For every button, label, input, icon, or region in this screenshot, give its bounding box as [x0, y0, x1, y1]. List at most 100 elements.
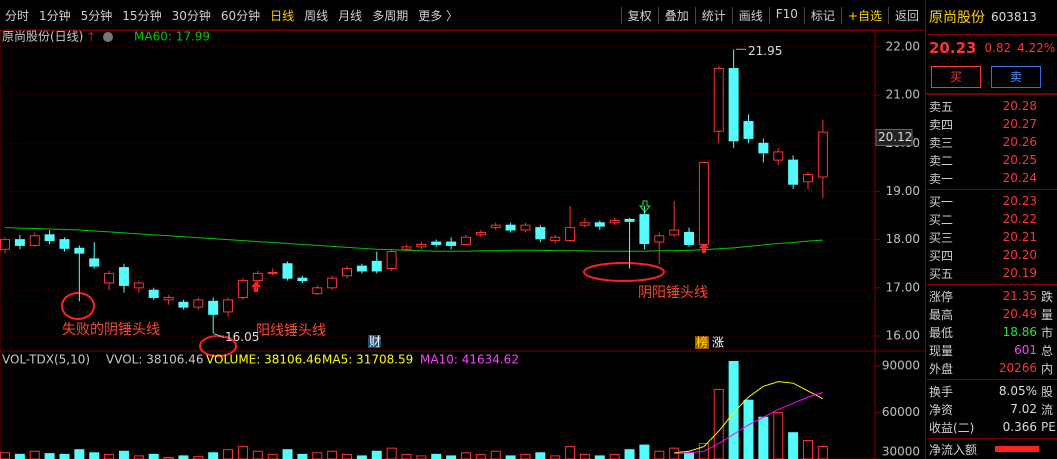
candle-body: [327, 277, 338, 289]
candle-body: [312, 287, 323, 295]
value: 8.05%: [998, 384, 1037, 398]
volume-bar: [371, 450, 382, 459]
marker: 涨: [712, 335, 724, 350]
candle-body: [104, 272, 115, 284]
candle-body: [178, 301, 189, 308]
candle-body: [356, 265, 367, 272]
tool-button[interactable]: 复权: [620, 6, 658, 24]
label: 买三: [929, 230, 954, 245]
candle-body: [401, 246, 412, 250]
arrow: [699, 242, 709, 253]
volume-bar: [758, 416, 769, 459]
period-tab[interactable]: 60分钟: [220, 8, 261, 23]
candle-body: [505, 224, 516, 231]
candle-body: [728, 68, 739, 142]
label: 跌: [1041, 289, 1054, 304]
tool-button[interactable]: 标记: [803, 6, 841, 24]
ma10-line: [674, 391, 823, 455]
quote-row: 卖五 20.28: [926, 97, 1057, 115]
quote-row: 卖四 20.27: [926, 115, 1057, 133]
value: 20.24: [1002, 171, 1037, 185]
annotation: 阴阳锤头线: [638, 285, 708, 301]
value: 20.26: [1002, 135, 1037, 149]
volume-bar: [252, 450, 263, 459]
quote-row: 卖一 20.24: [926, 169, 1057, 187]
volume-bar: [565, 446, 576, 459]
stock-name: 原尚股份: [929, 10, 985, 26]
quote-row: 买五 20.19: [926, 264, 1057, 282]
quote-row: 涨停 21.35 跌: [926, 287, 1057, 305]
candle-body: [490, 224, 501, 229]
candle-body: [118, 267, 129, 286]
period-tab[interactable]: 日线: [270, 8, 295, 23]
candle-body: [817, 131, 828, 178]
period-tab[interactable]: 30分钟: [171, 8, 211, 23]
candle-body: [594, 222, 605, 227]
price: 20.23: [929, 39, 977, 57]
period-tab[interactable]: 1分钟: [39, 8, 71, 23]
candle-body: [237, 280, 248, 298]
period-tab[interactable]: 分时: [5, 8, 30, 23]
volume-bar: [654, 450, 665, 459]
tool-button[interactable]: 返回: [887, 6, 925, 24]
candle-body: [624, 218, 635, 222]
period-tab[interactable]: 周线: [304, 8, 329, 23]
annotation: 阳线锤头线: [256, 323, 326, 339]
label: 流: [1041, 402, 1054, 417]
candle-body: [698, 162, 709, 245]
y-tick-label: 22.00: [886, 39, 920, 53]
value: 20.22: [1002, 212, 1037, 226]
y-tick-label: 18.00: [886, 232, 920, 246]
stock-code: 603813: [991, 10, 1037, 24]
volume-bar: [282, 449, 293, 459]
candle-body: [148, 289, 159, 298]
volume-bar: [29, 450, 40, 459]
period-tab[interactable]: 更多 〉: [418, 8, 459, 23]
label: 卖三: [929, 135, 954, 150]
label: 买五: [929, 266, 954, 281]
period-tab[interactable]: 15分钟: [122, 8, 162, 23]
tool-button[interactable]: 统计: [694, 6, 732, 24]
tool-button[interactable]: 叠加: [657, 6, 695, 24]
candle-body: [609, 219, 620, 224]
candle-body: [535, 227, 546, 240]
buy-button[interactable]: 买: [931, 66, 981, 88]
candle-body: [520, 224, 531, 231]
price-tag-label: 20.12: [878, 130, 912, 144]
volume-bar: [535, 452, 546, 459]
marker: 财: [369, 335, 381, 349]
candle-body: [579, 222, 590, 226]
label: 股: [1041, 384, 1054, 399]
volume-bar: [237, 446, 248, 459]
period-tab[interactable]: 5分钟: [80, 8, 113, 23]
quote-row: 收益(二) 0.366 PE: [926, 418, 1057, 436]
candle-body: [386, 251, 397, 270]
candle-body: [475, 231, 486, 236]
volume-bar: [817, 445, 828, 459]
period-tab[interactable]: 月线: [338, 8, 363, 23]
y-tick-label: 19.00: [886, 184, 920, 198]
label: 净资: [929, 402, 954, 417]
tool-button[interactable]: F10: [768, 6, 804, 24]
label: 收益(二): [929, 420, 975, 435]
volume-bar: [208, 452, 219, 459]
label: 最高: [929, 307, 954, 322]
quote-row: 买三 20.21: [926, 228, 1057, 246]
volume-bar: [297, 453, 308, 459]
tool-button[interactable]: +自选: [840, 6, 888, 24]
label: 市: [1041, 325, 1054, 340]
volume-bar: [490, 450, 501, 459]
marker: 榜: [696, 335, 708, 350]
period-tab[interactable]: 多周期: [372, 8, 409, 23]
change: 0.82: [984, 41, 1012, 55]
label: 涨停: [929, 289, 954, 304]
quote-row: 买四 20.20: [926, 246, 1057, 264]
candle-body: [743, 121, 754, 139]
value: 20.21: [1002, 230, 1037, 244]
tool-button[interactable]: 画线: [731, 6, 769, 24]
chart-title: 原尚股份(日线): [2, 30, 83, 44]
candle-body: [371, 260, 382, 272]
label: PE: [1041, 420, 1056, 434]
label: 换手: [929, 384, 954, 399]
sell-button[interactable]: 卖: [991, 66, 1041, 88]
